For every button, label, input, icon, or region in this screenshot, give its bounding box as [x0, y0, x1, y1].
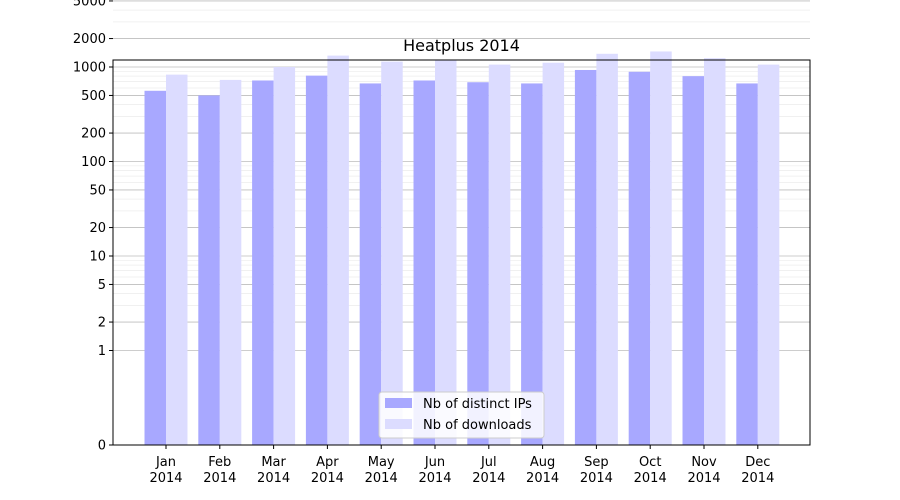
legend-swatch: [385, 398, 412, 408]
y-tick-label: 1000: [73, 61, 106, 76]
x-tick-label: Feb 2014: [203, 455, 236, 486]
x-tick-label: Sep 2014: [580, 455, 613, 486]
bar-downloads: [327, 55, 349, 445]
bar-downloads: [219, 79, 242, 446]
bar-distinct-ips: [736, 83, 758, 446]
bar-downloads: [273, 67, 296, 445]
y-tick-label: 50: [89, 183, 106, 198]
legend-label: Nb of downloads: [423, 418, 532, 433]
bar-distinct-ips: [413, 80, 435, 445]
y-tick-label: 2000: [73, 32, 106, 47]
bar-distinct-ips: [574, 69, 597, 445]
bar-downloads: [650, 51, 672, 445]
bar-distinct-ips: [628, 71, 651, 445]
y-tick-label: 5: [98, 278, 106, 293]
bar-distinct-ips: [198, 95, 220, 446]
bar-distinct-ips: [521, 83, 543, 446]
x-tick-label: Nov 2014: [687, 455, 720, 486]
y-tick-label: 20: [89, 221, 106, 236]
y-tick-label: 100: [81, 155, 106, 170]
y-tick-label: 500: [81, 89, 106, 104]
bar-distinct-ips: [252, 80, 274, 445]
x-tick-label: May 2014: [365, 455, 398, 486]
bar-distinct-ips: [359, 83, 382, 446]
bar-downloads: [488, 64, 511, 446]
x-tick-label: Oct 2014: [634, 455, 667, 486]
chart-title: Heatplus 2014: [403, 36, 520, 55]
y-tick-label: 2: [98, 316, 106, 331]
bar-distinct-ips: [305, 75, 328, 445]
y-tick-label: 10: [89, 250, 106, 265]
plot-frame: [112, 59, 811, 446]
legend: Nb of distinct IPs Nb of downloads: [378, 391, 545, 439]
bar-downloads: [381, 61, 403, 445]
x-tick-label: Jul 2014: [472, 455, 505, 486]
legend-box: [378, 391, 545, 439]
y-axis: 012510205010020050010002000500010000: [73, 0, 113, 454]
x-tick-label: Jun 2014: [418, 455, 451, 486]
bar-distinct-ips: [144, 90, 166, 445]
bar-downloads: [542, 62, 565, 445]
y-tick-label: 0: [98, 439, 106, 454]
x-tick-label: Jan 2014: [149, 455, 182, 486]
bar-distinct-ips: [682, 76, 704, 446]
x-tick-label: Aug 2014: [526, 455, 559, 486]
bar-downloads: [704, 58, 726, 445]
legend-swatch: [385, 419, 412, 429]
bar-downloads: [596, 53, 618, 445]
x-tick-label: Apr 2014: [311, 455, 344, 486]
x-tick-label: Dec 2014: [741, 455, 774, 486]
bar-distinct-ips: [467, 82, 489, 445]
x-tick-label: Mar 2014: [257, 455, 290, 486]
bar-downloads: [757, 64, 780, 446]
bars: [144, 51, 780, 446]
bar-downloads: [166, 74, 188, 445]
y-tick-label: 5000: [73, 0, 106, 9]
y-tick-label: 1: [98, 344, 106, 359]
bar-downloads: [435, 60, 457, 446]
x-axis: Jan 2014 Feb 2014 Mar 2014 Apr 2014 May 2014 Jun 20…: [149, 445, 774, 486]
y-tick-label: 200: [81, 127, 106, 142]
legend-label: Nb of distinct IPs: [423, 397, 532, 412]
